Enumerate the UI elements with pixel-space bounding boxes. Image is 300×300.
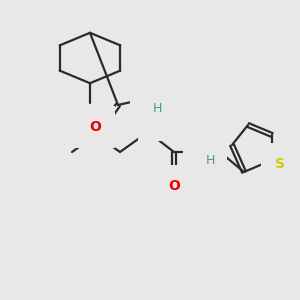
Text: O: O — [168, 179, 180, 193]
Text: S: S — [275, 157, 285, 171]
Text: N: N — [197, 145, 209, 159]
Text: H: H — [205, 154, 215, 167]
Text: H: H — [152, 103, 162, 116]
Text: N: N — [144, 93, 156, 107]
Text: O: O — [89, 120, 101, 134]
Text: H: H — [150, 116, 160, 128]
